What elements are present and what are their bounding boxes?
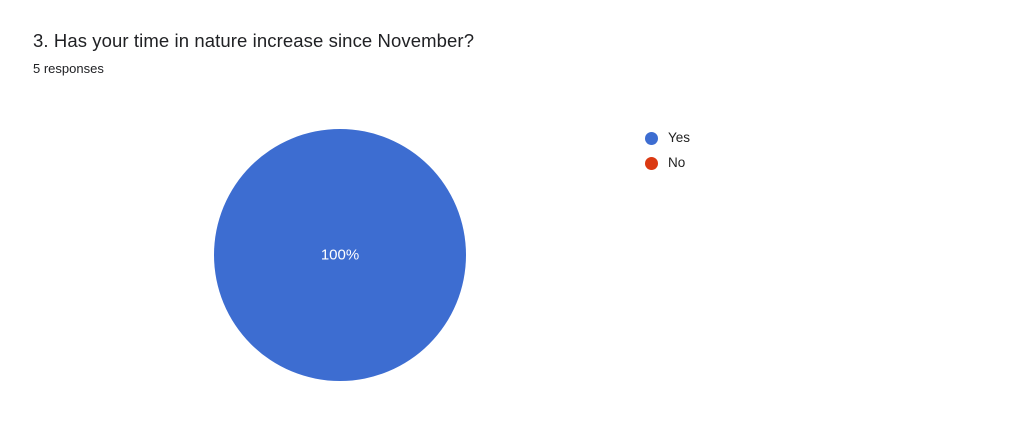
legend-label-no: No	[668, 155, 686, 170]
responses-count: 5 responses	[33, 61, 104, 76]
legend-dot-yes-icon	[645, 131, 658, 145]
legend-label-yes: Yes	[668, 130, 691, 145]
pie-slice-yes[interactable]: 100%	[214, 129, 466, 381]
legend-dot-no-icon	[645, 156, 658, 170]
pie-chart: 100%	[214, 129, 466, 381]
legend-item-no: No	[645, 156, 690, 170]
pie-slice-percent-label: 100%	[320, 246, 360, 264]
legend-item-yes: Yes	[645, 131, 690, 145]
chart-legend: Yes No	[645, 131, 690, 170]
question-title: 3. Has your time in nature increase sinc…	[33, 30, 475, 51]
